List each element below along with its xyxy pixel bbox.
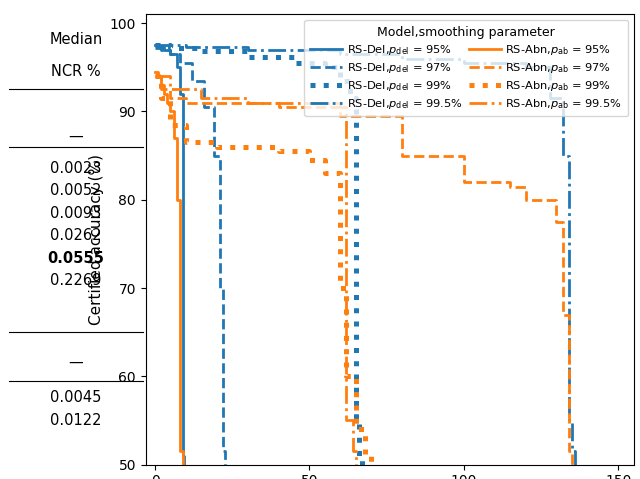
Text: 0.0052: 0.0052 bbox=[51, 183, 102, 198]
Text: 0.0122: 0.0122 bbox=[51, 413, 102, 428]
Text: 0.0093: 0.0093 bbox=[51, 206, 102, 221]
Y-axis label: Certified accuracy (%): Certified accuracy (%) bbox=[89, 154, 104, 325]
Legend: RS-Del,$p_{\mathrm{del}}$ = 95%, RS-Del,$p_{\mathrm{del}}$ = 97%, RS-Del,$p_{\ma: RS-Del,$p_{\mathrm{del}}$ = 95%, RS-Del,… bbox=[305, 20, 628, 116]
Text: 0.0262: 0.0262 bbox=[51, 228, 102, 243]
Text: 0.0555: 0.0555 bbox=[47, 251, 104, 266]
Text: —: — bbox=[68, 129, 83, 144]
Text: Median: Median bbox=[49, 33, 102, 47]
Text: —: — bbox=[68, 354, 83, 369]
Text: 0.0045: 0.0045 bbox=[51, 390, 102, 405]
Text: 0.2269: 0.2269 bbox=[51, 273, 102, 288]
Text: NCR %: NCR % bbox=[51, 64, 101, 79]
Text: 0.0023: 0.0023 bbox=[51, 161, 102, 176]
